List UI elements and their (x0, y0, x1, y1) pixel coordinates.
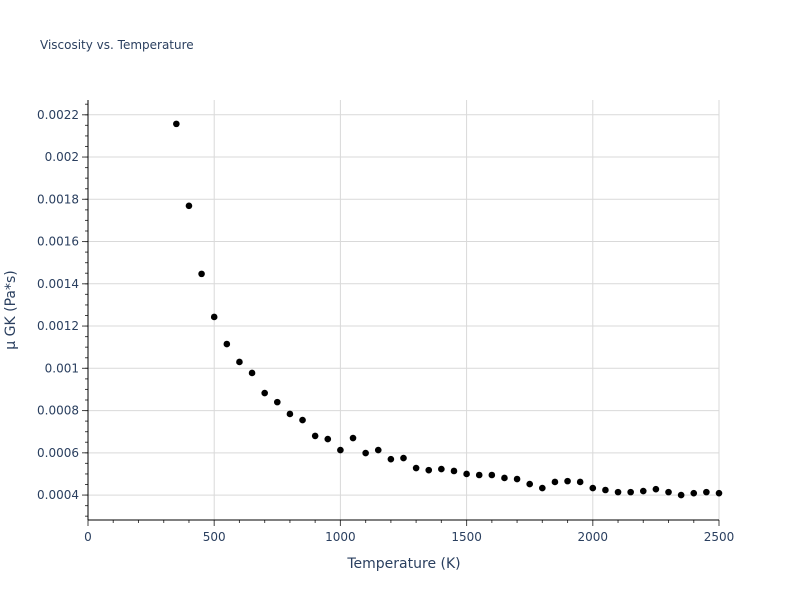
data-point (337, 446, 344, 454)
data-point (513, 475, 521, 483)
data-point (387, 455, 395, 463)
y-tick-label: 0.002 (45, 150, 79, 164)
y-tick-label: 0.0008 (37, 404, 79, 418)
y-tick-label: 0.0012 (37, 319, 79, 333)
data-point (501, 474, 508, 482)
data-point (311, 432, 319, 440)
x-tick-label: 2500 (704, 530, 735, 544)
data-point (362, 449, 369, 457)
data-point (400, 454, 407, 462)
data-point (286, 410, 294, 418)
data-point (412, 464, 420, 472)
data-point (665, 488, 672, 496)
x-tick-label: 2000 (578, 530, 609, 544)
axes: 0 500 1000 1500 2000 2500 0.0004 0.0006 0.0008 0.… (37, 100, 734, 544)
y-tick-label: 0.001 (45, 361, 79, 375)
data-point (564, 477, 571, 485)
data-point (539, 484, 546, 492)
data-point (652, 485, 660, 493)
data-point (589, 484, 597, 492)
data-point (488, 471, 496, 479)
data-point (324, 435, 332, 443)
data-point (526, 480, 533, 488)
y-tick-label: 0.0016 (37, 235, 79, 249)
data-point (576, 478, 584, 486)
data-point (639, 487, 647, 495)
y-tick-label: 0.0018 (37, 192, 79, 206)
chart-title: Viscosity vs. Temperature (40, 38, 194, 52)
data-point (173, 120, 180, 128)
data-point (425, 466, 433, 474)
data-point (261, 389, 268, 397)
data-point (299, 416, 306, 424)
data-point (715, 489, 723, 497)
data-point (248, 369, 256, 377)
data-point (677, 491, 685, 499)
gridlines (88, 100, 720, 520)
data-point (551, 478, 559, 486)
data-point (236, 358, 243, 366)
x-tick-label: 1500 (451, 530, 482, 544)
y-tick-label: 0.0022 (37, 108, 79, 122)
x-tick-label: 0 (84, 530, 92, 544)
x-axis-label: Temperature (K) (346, 556, 460, 572)
y-axis-label: μ GK (Pa*s) (3, 270, 19, 349)
data-point (602, 486, 609, 494)
y-tick-label: 0.0006 (37, 446, 79, 460)
data-point (627, 488, 634, 496)
data-point (450, 467, 458, 475)
data-point (223, 340, 231, 348)
data-point (475, 471, 483, 479)
data-point (198, 270, 205, 278)
data-points (173, 120, 723, 499)
data-point (274, 398, 281, 406)
data-point (438, 465, 445, 473)
data-point (703, 488, 710, 496)
data-point (690, 489, 698, 497)
data-point (374, 446, 382, 454)
y-tick-label: 0.0004 (37, 488, 79, 502)
data-point (614, 488, 622, 496)
data-point (349, 434, 357, 442)
x-tick-label: 500 (203, 530, 226, 544)
data-point (210, 313, 218, 321)
data-point (185, 202, 193, 210)
data-point (463, 470, 470, 478)
y-tick-label: 0.0014 (37, 277, 79, 291)
x-tick-label: 1000 (325, 530, 356, 544)
